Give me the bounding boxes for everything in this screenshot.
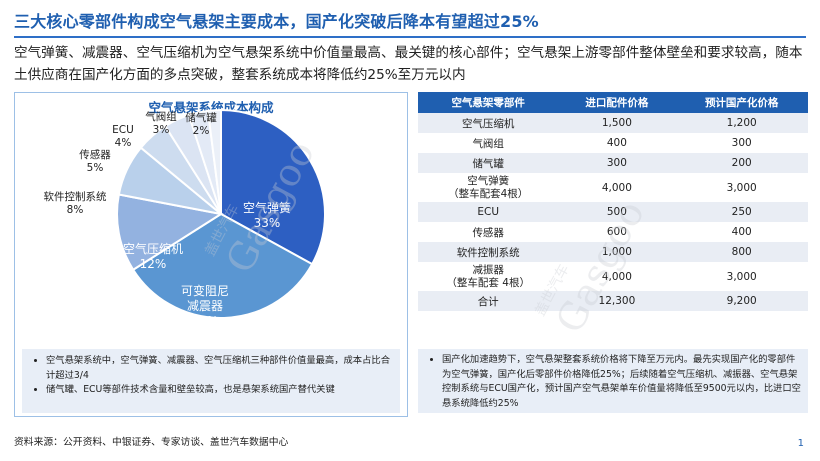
cell-part: 合计	[418, 291, 559, 311]
cost-table: 空气悬架零部件 进口配件价格 预计国产化价格 空气压缩机 1,500 1,200 气阀…	[418, 92, 808, 311]
right-note-box: 国产化加速趋势下，空气悬架整套系统价格将下降至万元内。最先实现国产化的零部件为空…	[418, 349, 808, 413]
cell-domestic-price: 200	[675, 153, 808, 173]
cell-domestic-price: 1,200	[675, 113, 808, 133]
intro-text: 空气弹簧、减震器、空气压缩机为空气悬架系统中价值量最高、最关键的核心部件；空气悬…	[14, 45, 803, 83]
table-row: 减振器 （整车配套 4根） 4,000 3,000	[418, 262, 808, 291]
pie-slice-value: 5%	[87, 162, 104, 174]
table-row: 空气弹簧 （整车配套4根） 4,000 3,000	[418, 173, 808, 202]
left-note-item: 空气悬架系统中，空气弹簧、减震器、空气压缩机三种部件价值量最高，成本占比合计超过…	[46, 354, 394, 383]
pie-chart-panel: 空气悬架系统成本构成 空气弹簧 33% 可变阻尼 减震器 33% 空气压缩机 12% 软件控制…	[14, 92, 408, 417]
cell-part: ECU	[418, 202, 559, 222]
cell-part: 传感器	[418, 222, 558, 242]
cell-domestic-price: 300	[731, 137, 752, 149]
cell-import-price: 1,000	[558, 242, 676, 262]
pie-slice-label: ECU	[112, 124, 134, 136]
pie-slice	[206, 108, 222, 215]
cell-part-line: ECU	[477, 206, 500, 218]
left-note-item: 储气罐、ECU等部件技术含量和壁垒较高，也是悬架系统国产替代关键	[46, 383, 394, 398]
table-row: ECU 500 250	[418, 202, 808, 222]
cell-import-price: 500	[558, 202, 676, 222]
cell-part-line: 空气弹簧	[467, 174, 510, 187]
cell-part-line: 气阀组	[472, 137, 504, 150]
pie-slice-label: 传感器	[79, 148, 111, 161]
cell-part-line: 空气压缩机	[461, 117, 515, 130]
pie-slice-value: 8%	[67, 204, 84, 216]
cell-domestic-price: 3,000	[726, 270, 757, 283]
source-note: 资料来源：公开资料、中银证券、专家访谈、盖世汽车数据中心	[14, 437, 289, 448]
header-domestic-price: 预计国产化价格	[675, 92, 808, 113]
cell-import-price: 4,000	[601, 181, 632, 194]
cell-part-line: 减振器	[472, 263, 504, 276]
pie-slice	[220, 108, 326, 266]
table-header-row: 空气悬架零部件 进口配件价格 预计国产化价格	[418, 92, 808, 113]
table-row: 传感器 600 400	[418, 222, 808, 242]
pie-slice-label: 气阀组	[145, 110, 177, 123]
page-number: 1	[797, 438, 804, 449]
cell-part-line: （整车配套4根）	[448, 187, 529, 200]
pie-slice-label: 减震器	[187, 299, 223, 313]
header-part: 空气悬架零部件	[418, 92, 559, 113]
pie-slice-value: 4%	[115, 137, 132, 149]
cell-import-price: 600	[606, 226, 627, 238]
pie-chart: 空气弹簧33%可变阻尼减震器33%空气压缩机12%软件控制系统8%传感器5%EC…	[44, 108, 326, 328]
cell-part: 减振器 （整车配套 4根）	[418, 262, 558, 291]
pie-slice	[116, 193, 224, 272]
cell-domestic-price: 3,000	[726, 181, 757, 194]
cell-part-line: 合计	[477, 295, 499, 308]
cell-part-line: 储气罐	[472, 157, 504, 170]
cell-part: 软件控制系统	[418, 242, 559, 262]
cell-domestic-price: 400	[731, 226, 752, 238]
page-title: 三大核心零部件构成空气悬架主要成本，国产化突破后降本有望超过25%	[14, 12, 539, 31]
cell-part: 空气压缩机	[418, 113, 559, 133]
cell-import-price: 12,300	[558, 291, 676, 311]
header-import-price: 进口配件价格	[558, 92, 676, 113]
table-row: 储气罐 300 200	[418, 153, 808, 173]
pie-slice-label: 储气罐	[185, 111, 217, 124]
right-note-item: 国产化加速趋势下，空气悬架整套系统价格将下降至万元内。最先实现国产化的零部件为空…	[442, 353, 804, 411]
cell-domestic-price: 250	[675, 202, 808, 222]
left-notes-box: 空气悬架系统中，空气弹簧、减震器、空气压缩机三种部件价值量最高，成本占比合计超过…	[22, 349, 400, 413]
pie-slice-label: 空气弹簧	[243, 200, 291, 215]
cell-domestic-price: 800	[675, 242, 808, 262]
table-row: 空气压缩机 1,500 1,200	[418, 113, 808, 133]
cell-part: 气阀组	[418, 133, 558, 153]
pie-slice-value: 12%	[140, 257, 167, 271]
cell-part: 储气罐	[418, 153, 559, 173]
cell-part: 空气弹簧 （整车配套4根）	[418, 173, 558, 202]
title-divider	[14, 36, 806, 38]
pie-slice-value: 33%	[192, 314, 219, 328]
pie-slice-label: 空气压缩机	[123, 241, 183, 256]
table-row: 软件控制系统 1,000 800	[418, 242, 808, 262]
table-row: 合计 12,300 9,200	[418, 291, 808, 311]
pie-slice-value: 2%	[193, 125, 210, 137]
cell-import-price: 400	[606, 137, 627, 149]
cell-part-line: 软件控制系统	[456, 246, 520, 259]
cell-part-line: 传感器	[472, 226, 504, 239]
table-row: 气阀组 400 300	[418, 133, 808, 153]
pie-slice-label: 软件控制系统	[44, 190, 107, 203]
cell-import-price: 4,000	[601, 270, 632, 283]
cell-part-line: （整车配套 4根）	[446, 276, 530, 289]
cell-import-price: 1,500	[558, 113, 676, 133]
pie-slice-value: 3%	[153, 124, 170, 136]
pie-slice	[131, 212, 314, 319]
pie-slice-value: 33%	[254, 216, 281, 230]
pie-slice-label: 可变阻尼	[181, 283, 229, 298]
cell-import-price: 300	[558, 153, 676, 173]
cell-domestic-price: 9,200	[675, 291, 808, 311]
